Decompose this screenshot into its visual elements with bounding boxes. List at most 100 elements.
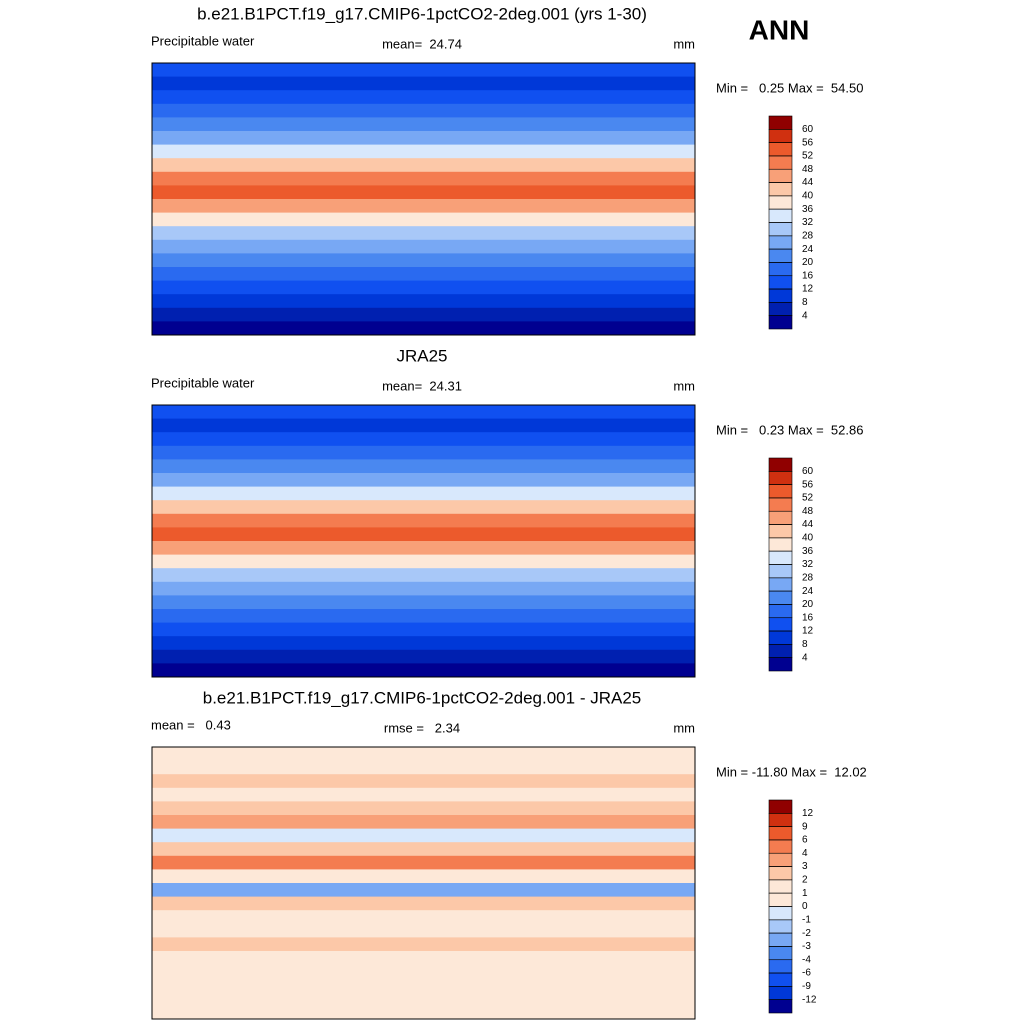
map-band <box>152 185 695 200</box>
colorbar-box <box>768 484 793 499</box>
map-band <box>152 964 695 979</box>
colorbar-label: -9 <box>802 981 811 992</box>
left-label: Precipitable water <box>151 33 255 48</box>
min-max: Min = 0.25 Max = 54.50 <box>716 80 863 95</box>
colorbar-box <box>768 497 793 512</box>
map-band <box>152 883 695 898</box>
map-band <box>152 581 695 596</box>
map-band <box>152 117 695 132</box>
map-field <box>152 405 695 678</box>
colorbar-box <box>768 208 793 223</box>
colorbar-label: 52 <box>802 493 814 504</box>
min-max: Min = 0.23 Max = 52.86 <box>716 422 863 437</box>
colorbar-box <box>768 142 793 157</box>
colorbar-box <box>768 906 793 921</box>
colorbar-label: 32 <box>802 217 814 228</box>
map-band <box>152 459 695 474</box>
colorbar-label: 52 <box>802 151 814 162</box>
map-band <box>152 131 695 146</box>
panel-title: JRA25 <box>396 346 447 365</box>
colorbar-box <box>768 946 793 961</box>
colorbar-label: 8 <box>802 639 808 650</box>
colorbar-box <box>768 657 793 672</box>
colorbar-box <box>768 604 793 619</box>
map-band <box>152 747 695 762</box>
map-band <box>152 280 695 295</box>
colorbar-label: -6 <box>802 968 811 979</box>
colorbar-box <box>768 222 793 237</box>
map-band <box>152 527 695 542</box>
colorbar-box <box>768 999 793 1014</box>
colorbar-box <box>768 813 793 827</box>
left-label: mean = 0.43 <box>151 717 231 732</box>
colorbar-box <box>768 155 793 170</box>
map-band <box>152 226 695 241</box>
colorbar-label: 40 <box>802 533 814 544</box>
colorbar-label: 56 <box>802 137 814 148</box>
map-band <box>152 622 695 637</box>
colorbar-box <box>768 892 793 907</box>
units-label: mm <box>673 720 695 735</box>
map-band <box>152 855 695 870</box>
colorbar-label: 20 <box>802 257 814 268</box>
colorbar-label: -4 <box>802 954 811 965</box>
colorbar-box <box>768 524 793 539</box>
colorbar-box <box>768 959 793 974</box>
colorbar-label: -2 <box>802 928 811 939</box>
colorbar-label: 48 <box>802 506 814 517</box>
map-band <box>152 500 695 515</box>
colorbar-box <box>768 168 793 183</box>
colorbar-box <box>768 550 793 565</box>
colorbar-box <box>768 315 793 330</box>
colorbar-label: 36 <box>802 204 814 215</box>
colorbar-label: 6 <box>802 835 808 846</box>
colorbar-box <box>768 262 793 277</box>
colorbar-box <box>768 866 793 881</box>
panel-title: b.e21.B1PCT.f19_g17.CMIP6-1pctCO2-2deg.0… <box>203 688 641 707</box>
colorbar-box <box>768 115 793 130</box>
colorbar-box <box>768 248 793 263</box>
colorbar-box <box>768 275 793 290</box>
map-band <box>152 212 695 227</box>
colorbar-label: 16 <box>802 612 814 623</box>
colorbar-box <box>768 510 793 525</box>
colorbar-label: 1 <box>802 888 808 899</box>
colorbar-label: 3 <box>802 861 808 872</box>
colorbar-label: 60 <box>802 124 814 135</box>
map-band <box>152 801 695 816</box>
map-band <box>152 239 695 254</box>
map-frame <box>151 62 696 336</box>
colorbar-label: 28 <box>802 230 814 241</box>
colorbar-label: 4 <box>802 310 808 321</box>
colorbar-label: -3 <box>802 941 811 952</box>
map-band <box>152 937 695 952</box>
colorbar-box <box>768 288 793 303</box>
colorbar-label: 60 <box>802 466 814 477</box>
colorbar-box <box>768 852 793 867</box>
map-band <box>152 171 695 186</box>
colorbar-box <box>768 826 793 841</box>
map-band <box>152 199 695 214</box>
map-band <box>152 144 695 159</box>
colorbar-box <box>768 577 793 592</box>
map-band <box>152 63 695 78</box>
colorbar-label: 44 <box>802 177 814 188</box>
colorbar-label: 4 <box>802 652 808 663</box>
colorbar-label: 24 <box>802 244 814 255</box>
map-band <box>152 978 695 993</box>
left-label: Precipitable water <box>151 375 255 390</box>
colorbar-box <box>768 799 793 814</box>
colorbar-box <box>768 129 793 143</box>
map-band <box>152 445 695 460</box>
colorbar-label: 44 <box>802 519 814 530</box>
colorbar-box <box>768 537 793 552</box>
colorbar-box <box>768 986 793 1000</box>
colorbar-label: 12 <box>802 808 814 819</box>
colorbar-label: 32 <box>802 559 814 570</box>
colorbar-label: 0 <box>802 901 808 912</box>
colorbar-label: 9 <box>802 821 808 832</box>
colorbar-label: 16 <box>802 270 814 281</box>
colorbar-label: 36 <box>802 546 814 557</box>
